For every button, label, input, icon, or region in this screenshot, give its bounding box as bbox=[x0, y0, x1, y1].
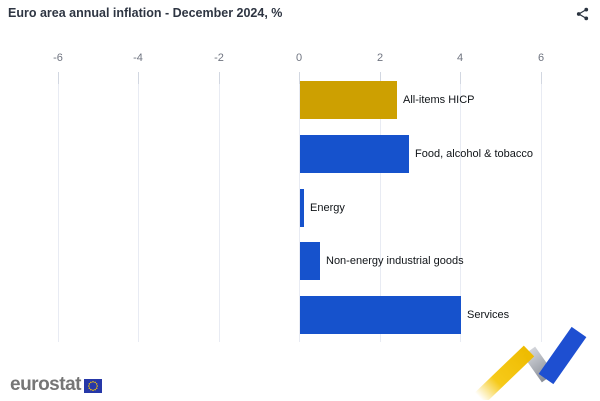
bar-label: Food, alcohol & tobacco bbox=[415, 148, 534, 160]
share-icon bbox=[576, 7, 588, 21]
axis-tick bbox=[299, 72, 300, 84]
gridline bbox=[541, 72, 542, 342]
eu-flag-icon bbox=[83, 379, 102, 393]
bar-label: Energy bbox=[310, 202, 345, 214]
bar-label: All-items HICP bbox=[403, 94, 475, 106]
x-tick-label: 2 bbox=[376, 52, 384, 64]
axis-tick bbox=[460, 72, 461, 84]
eurostat-wordmark: eurostat bbox=[10, 374, 81, 395]
gridline bbox=[219, 72, 220, 342]
axis-tick bbox=[541, 72, 542, 84]
bar-food-alcohol-tobacco[interactable] bbox=[300, 135, 409, 173]
axis-tick bbox=[380, 72, 381, 84]
share-button[interactable] bbox=[572, 4, 592, 24]
axis-tick bbox=[58, 72, 59, 84]
chart-title: Euro area annual inflation - December 20… bbox=[8, 6, 283, 20]
x-tick-label: 6 bbox=[537, 52, 545, 64]
mark-blue-segment bbox=[538, 326, 587, 385]
eurostat-trend-mark-icon bbox=[474, 326, 587, 400]
bar-non-energy-industrial-goods[interactable] bbox=[300, 242, 320, 280]
bar-services[interactable] bbox=[300, 296, 461, 334]
bar-label: Services bbox=[467, 309, 510, 321]
axis-tick bbox=[219, 72, 220, 84]
mark-yellow-segment bbox=[474, 345, 535, 400]
bar-all-items-hicp[interactable] bbox=[300, 81, 397, 119]
eurostat-logo: eurostat bbox=[10, 375, 102, 394]
gridline bbox=[58, 72, 59, 342]
bar-label: Non-energy industrial goods bbox=[326, 255, 464, 267]
gridline bbox=[460, 72, 461, 342]
gridline bbox=[299, 72, 300, 342]
x-tick-label: -4 bbox=[133, 52, 143, 64]
x-tick-label: 0 bbox=[295, 52, 303, 64]
x-tick-label: -6 bbox=[53, 52, 63, 64]
axis-tick bbox=[138, 72, 139, 84]
gridline bbox=[380, 72, 381, 342]
x-tick-label: 4 bbox=[456, 52, 464, 64]
x-tick-label: -2 bbox=[214, 52, 224, 64]
eu-stars bbox=[88, 381, 98, 391]
gridline bbox=[138, 72, 139, 342]
bar-energy[interactable] bbox=[300, 189, 304, 227]
